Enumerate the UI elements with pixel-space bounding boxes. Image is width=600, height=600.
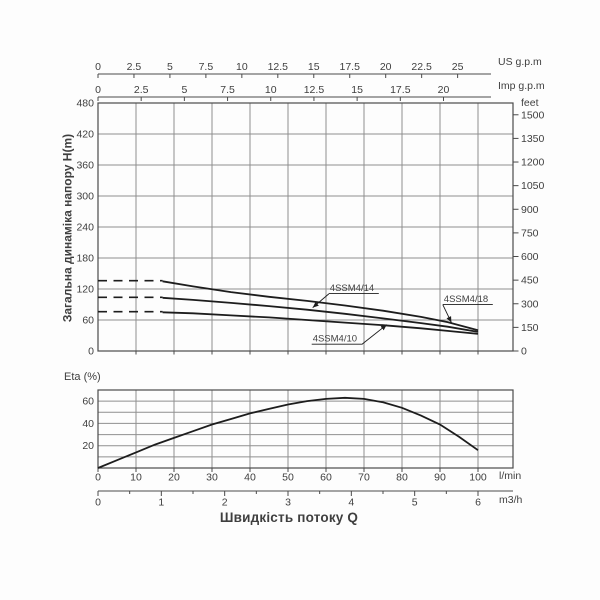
tick-label: 25 xyxy=(452,61,464,73)
flow-axis-title: Швидкість потоку Q xyxy=(219,510,359,525)
tick-label: 12.5 xyxy=(304,84,325,96)
tick-label: 360 xyxy=(76,160,94,172)
tick-label: 1200 xyxy=(521,157,545,169)
tick-label: 20 xyxy=(438,84,450,96)
tick-label: 100 xyxy=(469,472,487,484)
feet-unit-label: feet xyxy=(521,97,539,109)
head-curve-path xyxy=(162,311,479,335)
tick-label: 3 xyxy=(285,497,291,509)
tick-label: 50 xyxy=(282,472,294,484)
annotation-4SSM4-18: 4SSM4/18 xyxy=(442,294,493,323)
tick-label: 2 xyxy=(222,497,228,509)
tick-label: 0 xyxy=(521,346,527,358)
tick-label: 5 xyxy=(167,61,173,73)
tick-label: 30 xyxy=(206,472,218,484)
us-gpm-unit-label: US g.p.m xyxy=(498,56,542,68)
tick-label: 4 xyxy=(348,497,354,509)
tick-label: 60 xyxy=(82,315,94,327)
tick-label: 1 xyxy=(158,497,164,509)
m3h-unit-label: m3/h xyxy=(499,494,523,506)
tick-label: 20 xyxy=(168,472,180,484)
tick-label: 300 xyxy=(521,298,539,310)
tick-label: 240 xyxy=(76,222,94,234)
tick-label: 2.5 xyxy=(127,61,142,73)
tick-label: 1350 xyxy=(521,133,545,145)
imp-gpm-unit-label: Imp g.p.m xyxy=(498,80,545,92)
annotation-4SSM4-14: 4SSM4/14 xyxy=(312,283,379,308)
tick-label: 20 xyxy=(82,440,94,452)
tick-label: 0 xyxy=(95,84,101,96)
head-curve-path xyxy=(162,296,479,333)
efficiency-curve xyxy=(97,396,479,469)
tick-label: 15 xyxy=(308,61,320,73)
tick-label: 22.5 xyxy=(411,61,432,73)
grid-lines xyxy=(98,103,513,468)
tick-label: 60 xyxy=(320,472,332,484)
curve-annotations: 4SSM4/14 4SSM4/18 4SSM4/10 xyxy=(311,283,493,345)
tick-label: 5 xyxy=(181,84,187,96)
tick-label: 450 xyxy=(521,275,539,287)
tick-label: 600 xyxy=(521,251,539,263)
tick-label: 0 xyxy=(95,472,101,484)
head-curve-path xyxy=(162,280,479,332)
tick-label: 900 xyxy=(521,204,539,216)
tick-label: 180 xyxy=(76,253,94,265)
tick-label: 1500 xyxy=(521,109,545,121)
tick-label: 17.5 xyxy=(390,84,411,96)
axes-and-ticks xyxy=(97,73,519,496)
chart-frames xyxy=(97,102,514,469)
tick-label: 300 xyxy=(76,191,94,203)
tick-label: 10 xyxy=(236,61,248,73)
tick-label: 480 xyxy=(76,98,94,110)
eta-axis-label: Eta (%) xyxy=(64,371,101,383)
tick-label: 5 xyxy=(412,497,418,509)
tick-label: 10 xyxy=(130,472,142,484)
tick-label: 420 xyxy=(76,129,94,141)
curve-label: 4SSM4/14 xyxy=(330,283,374,294)
head-axis-title: Загальна динаміка напору H(m) xyxy=(60,133,75,323)
curve-4SSM4-18 xyxy=(98,279,479,332)
tick-label: 2.5 xyxy=(134,84,149,96)
tick-label: 150 xyxy=(521,322,539,334)
lmin-unit-label: l/min xyxy=(499,470,522,482)
tick-label-group: 0 2.5 5 7.5 10 12.5 15 17.5 20 22.5 250 2.5 5 7.5 10 12… xyxy=(76,61,544,509)
tick-label: 40 xyxy=(244,472,256,484)
tick-label: 7.5 xyxy=(220,84,235,96)
leader-line xyxy=(312,293,330,308)
tick-label: 0 xyxy=(95,497,101,509)
annotation-4SSM4-10: 4SSM4/10 xyxy=(311,324,388,345)
tick-label: 6 xyxy=(475,497,481,509)
tick-label: 12.5 xyxy=(268,61,289,73)
tick-label: 40 xyxy=(82,418,94,430)
tick-label: 750 xyxy=(521,227,539,239)
tick-label: 60 xyxy=(82,396,94,408)
tick-label: 1050 xyxy=(521,180,545,192)
tick-label: 7.5 xyxy=(199,61,214,73)
leader-line xyxy=(442,304,452,323)
tick-label: 70 xyxy=(358,472,370,484)
tick-label: 10 xyxy=(265,84,277,96)
curve-4SSM4-14 xyxy=(98,296,479,333)
tick-label: 0 xyxy=(88,346,94,358)
tick-label: 120 xyxy=(76,284,94,296)
tick-label: 90 xyxy=(434,472,446,484)
tick-label: 15 xyxy=(351,84,363,96)
tick-label: 0 xyxy=(95,61,101,73)
curve-label: 4SSM4/18 xyxy=(444,294,488,305)
tick-label: 80 xyxy=(396,472,408,484)
leader-line xyxy=(361,324,388,345)
curve-label: 4SSM4/10 xyxy=(313,334,357,345)
tick-label: 20 xyxy=(380,61,392,73)
tick-label: 17.5 xyxy=(340,61,361,73)
curve-4SSM4-10 xyxy=(98,310,479,335)
